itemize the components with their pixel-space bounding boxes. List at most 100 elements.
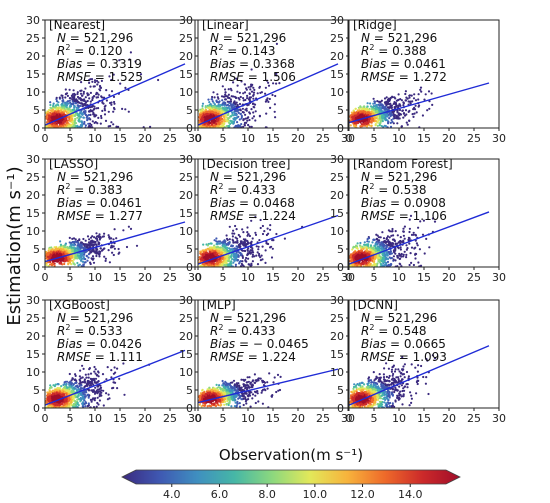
scatter-point [238, 246, 241, 249]
scatter-point [223, 264, 226, 267]
scatter-point [112, 253, 115, 257]
scatter-point [235, 101, 238, 104]
panel-title: [Decision tree] [202, 157, 290, 171]
scatter-point [209, 110, 212, 113]
scatter-point [227, 106, 230, 109]
scatter-point [370, 124, 373, 127]
scatter-point [64, 243, 67, 246]
scatter-point [246, 119, 249, 122]
scatter-point [84, 87, 87, 90]
scatter-point [230, 262, 233, 265]
scatter-point [408, 230, 411, 234]
scatter-point [372, 97, 375, 100]
scatter-point [261, 245, 264, 248]
scatter-point [269, 106, 272, 109]
scatter-point [210, 253, 213, 256]
scatter-point [264, 100, 267, 103]
scatter-point [410, 94, 413, 97]
scatter-point [75, 98, 78, 101]
scatter-point [363, 122, 366, 125]
scatter-point [97, 235, 100, 238]
scatter-point [84, 104, 87, 107]
scatter-point [231, 112, 234, 115]
x-tick-label: 5 [371, 132, 378, 145]
scatter-point [428, 107, 431, 110]
scatter-point [245, 239, 249, 242]
scatter-point [80, 81, 83, 84]
scatter-point [385, 104, 388, 107]
scatter-point [64, 102, 67, 105]
scatter-point [73, 104, 76, 107]
scatter-point [377, 103, 380, 106]
scatter-point [258, 252, 261, 256]
scatter-point [241, 263, 244, 267]
scatter-point [360, 125, 364, 128]
scatter-point [207, 117, 210, 120]
scatter-point [242, 92, 245, 95]
scatter-point [355, 123, 358, 126]
scatter-point [149, 125, 152, 128]
scatter-point [77, 241, 80, 244]
scatter-point [214, 112, 217, 115]
scatter-point [55, 248, 58, 251]
scatter-point [84, 124, 87, 127]
scatter-point [365, 119, 368, 122]
scatter-point [99, 85, 102, 88]
scatter-point [208, 105, 212, 108]
scatter-point [86, 99, 89, 103]
scatter-point [52, 255, 56, 258]
scatter-point [97, 93, 100, 96]
scatter-point [356, 242, 359, 245]
scatter-point [212, 91, 215, 94]
scatter-point [406, 123, 409, 126]
scatter-point [382, 105, 385, 108]
scatter-point [268, 97, 271, 101]
r2-stat: R2 = 0.388 [361, 43, 426, 58]
scatter-point [134, 60, 137, 63]
scatter-point [368, 124, 371, 127]
scatter-point [358, 107, 361, 110]
bias-stat: Bias = 0.0468 [210, 196, 295, 210]
scatter-point [70, 241, 73, 244]
scatter-point [241, 260, 244, 263]
scatter-point [83, 122, 86, 125]
scatter-point [209, 106, 212, 109]
scatter-point [49, 109, 53, 112]
scatter-point [90, 257, 93, 260]
scatter-point [58, 113, 61, 116]
scatter-point [248, 118, 251, 122]
scatter-point [46, 255, 50, 258]
scatter-point [112, 106, 116, 110]
scatter-point [46, 253, 49, 256]
scatter-point [408, 227, 411, 230]
scatter-point [395, 117, 398, 120]
r2-stat: R2 = 0.120 [57, 43, 122, 58]
scatter-point [427, 90, 431, 93]
scatter-point [214, 259, 217, 262]
scatter-point [212, 247, 215, 250]
scatter-point [201, 108, 205, 111]
y-tick-label: 25 [179, 32, 193, 45]
scatter-point [381, 116, 384, 119]
scatter-point [245, 256, 248, 260]
scatter-point [354, 112, 358, 115]
scatter-point [231, 120, 234, 123]
scatter-point [124, 108, 127, 111]
scatter-point [367, 117, 371, 120]
scatter-point [216, 112, 219, 115]
scatter-point [233, 101, 236, 104]
scatter-point [377, 119, 380, 122]
scatter-point [95, 254, 98, 258]
scatter-point [73, 249, 76, 253]
scatter-point [258, 114, 261, 117]
scatter-point [414, 257, 417, 260]
scatter-point [243, 249, 246, 252]
scatter-point [228, 241, 231, 244]
scatter-point [251, 249, 254, 252]
scatter-point [243, 83, 247, 86]
x-tick-label: 0 [195, 271, 202, 284]
scatter-point [236, 121, 239, 124]
scatter-point [92, 113, 95, 116]
scatter-point [264, 261, 267, 264]
